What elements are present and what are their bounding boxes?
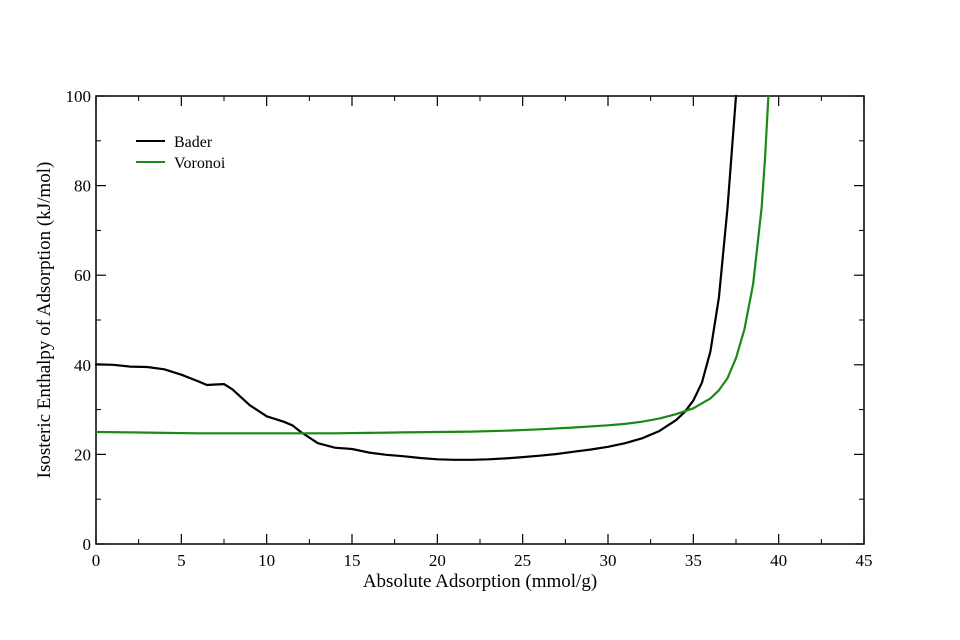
x-tick-label: 45 — [856, 551, 873, 570]
x-tick-label: 15 — [344, 551, 361, 570]
series-line-bader — [94, 94, 738, 461]
legend-label-bader: Bader — [174, 134, 213, 151]
y-tick-label: 20 — [74, 445, 91, 464]
y-tick-label: 80 — [74, 177, 91, 196]
y-tick-label: 40 — [74, 356, 91, 375]
legend-label-voronoi: Voronoi — [174, 155, 226, 172]
legend: Bader Voronoi — [136, 134, 226, 172]
x-axis-title: Absolute Adsorption (mmol/g) — [363, 571, 597, 592]
y-tick-labels: 0 20 40 60 80 100 — [66, 87, 92, 554]
x-tick-label: 30 — [600, 551, 617, 570]
x-tick-label: 20 — [429, 551, 446, 570]
series-line-voronoi — [94, 94, 770, 435]
y-tick-label: 0 — [83, 535, 92, 554]
x-tick-label: 35 — [685, 551, 702, 570]
series-layer — [94, 94, 770, 461]
axis-ticks — [95, 95, 865, 545]
x-tick-label: 25 — [514, 551, 531, 570]
x-tick-labels: 0 5 10 15 20 25 30 35 40 45 — [92, 551, 873, 570]
y-axis-title: Isosteric Enthalpy of Adsorption (kJ/mol… — [34, 162, 55, 479]
x-tick-label: 0 — [92, 551, 101, 570]
y-tick-label: 100 — [66, 87, 92, 106]
y-tick-label: 60 — [74, 266, 91, 285]
x-tick-label: 10 — [258, 551, 275, 570]
x-tick-label: 5 — [177, 551, 186, 570]
x-tick-label: 40 — [770, 551, 787, 570]
